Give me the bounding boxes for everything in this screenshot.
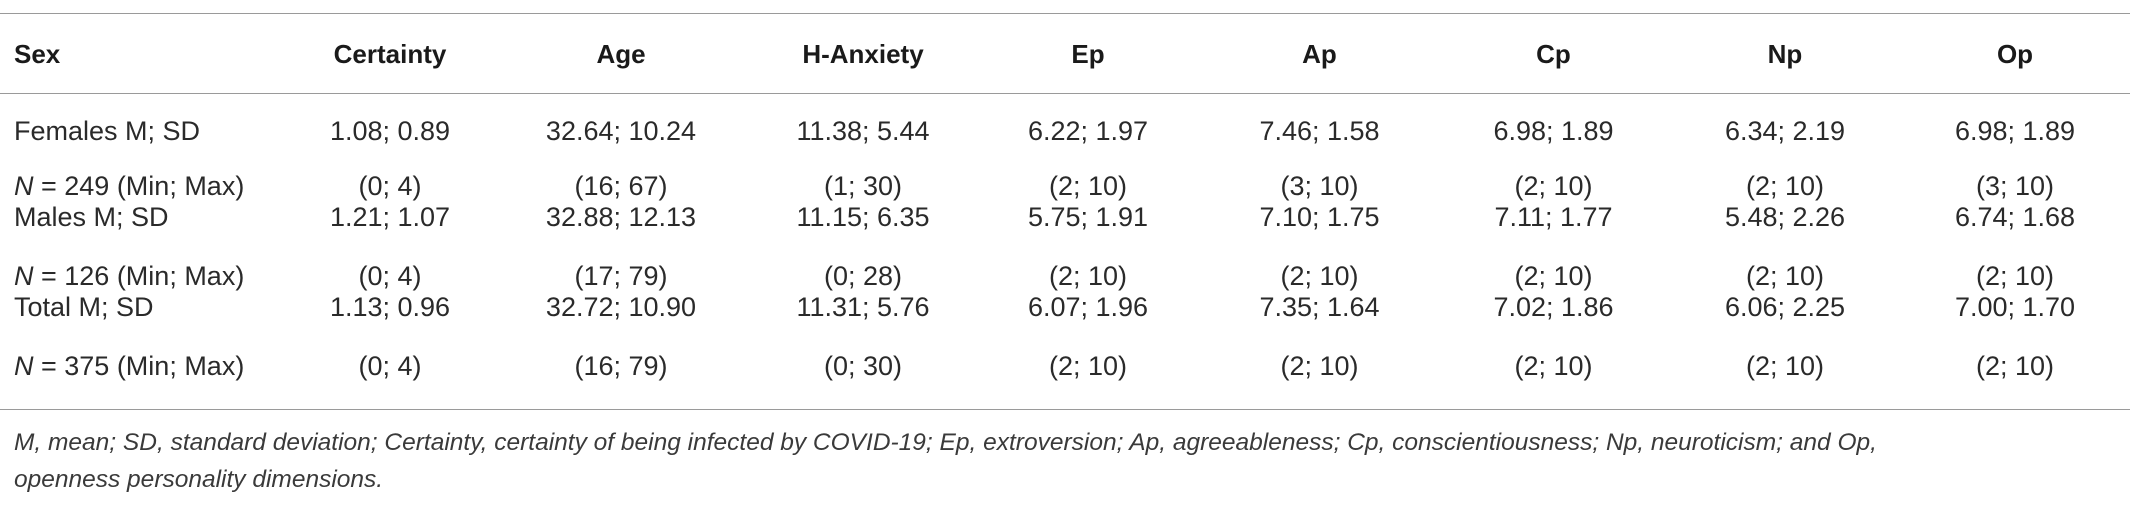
table-cell: (0; 28)	[823, 261, 903, 291]
table-cell: (17; 79)	[574, 261, 668, 291]
table-cell: (2; 10)	[1975, 351, 2055, 381]
table-cell: 6.98; 1.89	[1493, 115, 1614, 146]
table-cell: 1.08; 0.89	[329, 115, 451, 146]
table-cell: 7.00; 1.70	[1954, 292, 2076, 322]
table-cell: 11.38; 5.44	[796, 115, 930, 146]
col-header-certainty: Certainty	[333, 38, 447, 69]
table-cell: 7.11; 1.77	[1494, 202, 1613, 232]
row-label: N = 375 (Min; Max)	[0, 334, 290, 382]
table-cell: (2; 10)	[1514, 351, 1593, 381]
table-cell: 7.02; 1.86	[1493, 292, 1614, 322]
table-cell: (2; 10)	[1048, 351, 1128, 381]
row-label-text: = 126 (Min; Max)	[33, 261, 245, 291]
table-cell: 6.74; 1.68	[1954, 202, 2076, 232]
table-cell: (2; 10)	[1048, 171, 1128, 201]
table-cell: 32.72; 10.90	[545, 292, 697, 322]
row-label: N = 249 (Min; Max)	[0, 154, 290, 202]
table-cell: 1.13; 0.96	[329, 292, 451, 322]
table-cell: (2; 10)	[1745, 261, 1825, 291]
table-cell: 7.46; 1.58	[1259, 115, 1380, 146]
table-row-males-mean: Males M; SD 1.21; 1.07 32.88; 12.13 11.1…	[0, 202, 2130, 244]
table-footnote: M, mean; SD, standard deviation; Certain…	[14, 424, 2094, 498]
table-cell: 11.15; 6.35	[796, 202, 930, 232]
table-row-total-range: N = 375 (Min; Max) (0; 4) (16; 79) (0; 3…	[0, 334, 2130, 382]
table-cell: (2; 10)	[1514, 171, 1593, 201]
row-label-text: = 249 (Min; Max)	[33, 171, 245, 201]
table-cell: 7.35; 1.64	[1259, 292, 1380, 322]
col-header-sex: Sex	[14, 38, 61, 69]
footnote-line-2: openness personality dimensions.	[14, 466, 384, 493]
top-rule	[0, 13, 2130, 14]
table-cell: (3; 10)	[1975, 171, 2055, 201]
table-cell: (0; 4)	[358, 351, 422, 381]
table-cell: (2; 10)	[1975, 261, 2055, 291]
table-cell: (2; 10)	[1280, 351, 1359, 381]
col-header-age: Age	[596, 38, 646, 69]
header-rule	[0, 93, 2130, 94]
table-cell: 5.75; 1.91	[1027, 202, 1149, 232]
table-cell: (0; 4)	[358, 261, 422, 291]
col-header-np: Np	[1767, 38, 1803, 69]
table-row-females-mean: Females M; SD 1.08; 0.89 32.64; 10.24 11…	[0, 94, 2130, 154]
table-cell: 6.34; 2.19	[1724, 115, 1846, 146]
row-label: Females M; SD	[14, 115, 201, 146]
col-header-cp: Cp	[1536, 38, 1571, 69]
col-header-ep: Ep	[1071, 38, 1105, 69]
table-cell: (2; 10)	[1745, 351, 1825, 381]
row-label: Males M; SD	[14, 202, 169, 232]
table-cell: 6.07; 1.96	[1027, 292, 1149, 322]
table-cell: 6.06; 2.25	[1724, 292, 1846, 322]
row-label: Total M; SD	[14, 292, 154, 322]
table-cell: 7.10; 1.75	[1259, 202, 1380, 232]
table-cell: (2; 10)	[1048, 261, 1128, 291]
table-cell: (2; 10)	[1745, 171, 1825, 201]
table-row-males-range: N = 126 (Min; Max) (0; 4) (17; 79) (0; 2…	[0, 244, 2130, 292]
table-cell: (2; 10)	[1280, 261, 1359, 291]
footnote-line-1: M, mean; SD, standard deviation; Certain…	[14, 429, 1877, 456]
table-cell: (3; 10)	[1280, 171, 1359, 201]
table-cell: 6.22; 1.97	[1027, 115, 1149, 146]
col-header-op: Op	[1996, 38, 2034, 69]
table-cell: (16; 79)	[574, 351, 668, 381]
table-row-females-range: N = 249 (Min; Max) (0; 4) (16; 67) (1; 3…	[0, 154, 2130, 202]
table-row-total-mean: Total M; SD 1.13; 0.96 32.72; 10.90 11.3…	[0, 292, 2130, 334]
row-label: N = 126 (Min; Max)	[0, 244, 290, 292]
table-cell: 5.48; 2.26	[1724, 202, 1846, 232]
table-cell: 6.98; 1.89	[1954, 115, 2076, 146]
table-cell: (2; 10)	[1514, 261, 1593, 291]
table-cell: 1.21; 1.07	[329, 202, 451, 232]
row-label-text: = 375 (Min; Max)	[33, 351, 245, 381]
bottom-rule	[0, 409, 2130, 410]
table-cell: 32.64; 10.24	[545, 115, 697, 146]
table-cell: (16; 67)	[574, 171, 668, 201]
table-cell: (0; 4)	[358, 171, 422, 201]
header-row: Sex Certainty Age H-Anxiety Ep Ap Cp Np …	[0, 0, 2130, 94]
table-cell: (1; 30)	[823, 171, 903, 201]
n-symbol: N	[14, 351, 34, 381]
col-header-ap: Ap	[1302, 38, 1337, 69]
col-header-h-anxiety: H-Anxiety	[802, 38, 924, 69]
table-cell: 11.31; 5.76	[796, 292, 930, 322]
descriptive-statistics-table: Sex Certainty Age H-Anxiety Ep Ap Cp Np …	[0, 0, 2130, 382]
table-cell: 32.88; 12.13	[545, 202, 697, 232]
n-symbol: N	[14, 261, 34, 291]
table-cell: (0; 30)	[823, 351, 903, 381]
n-symbol: N	[14, 171, 34, 201]
